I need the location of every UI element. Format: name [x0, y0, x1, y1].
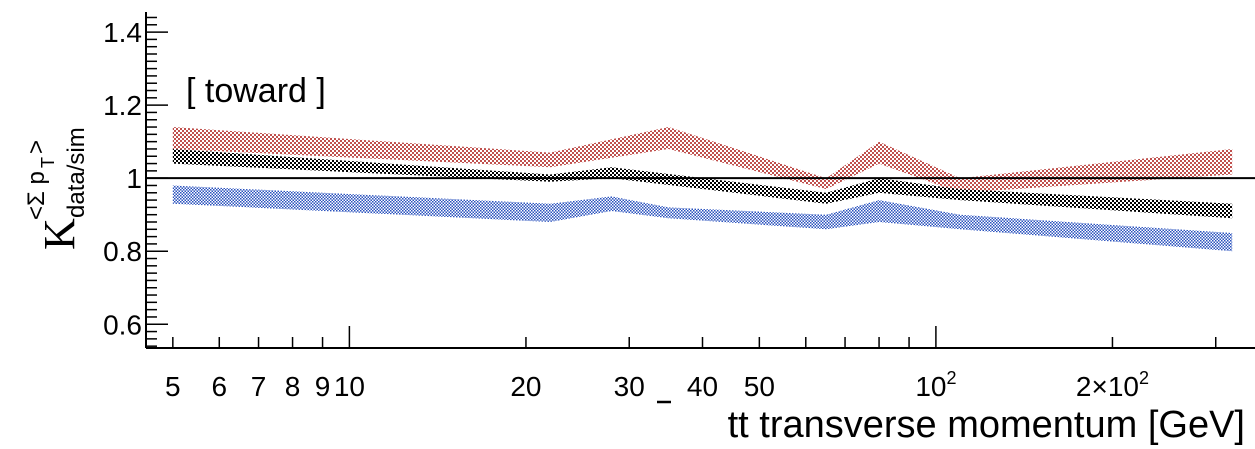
- x-axis-title: tt transverse momentum [GeV]: [728, 404, 1245, 446]
- y-axis-title: K data/sim <Σ p T >: [23, 127, 90, 250]
- y-tick-label: 0.6: [103, 309, 142, 340]
- series-band-2: [172, 149, 1233, 219]
- y-tick-label: 1.4: [103, 17, 142, 48]
- x-tick-label: 8: [285, 371, 301, 402]
- y-tick-label: 1: [126, 163, 142, 194]
- x-tick-label: 10: [334, 371, 365, 402]
- x-tick-label: 5: [165, 371, 181, 402]
- x-tick-label: 40: [687, 371, 718, 402]
- x-tick-label: 102: [915, 368, 956, 402]
- y-axis-title-sub: data/sim: [63, 127, 90, 218]
- y-axis-title-sup-sub: T: [38, 157, 58, 168]
- x-tick-label: 6: [211, 371, 227, 402]
- bands: [172, 127, 1233, 252]
- x-tick-label: 2×102: [1076, 368, 1149, 402]
- x-tick-label: 50: [744, 371, 775, 402]
- toward-annotation: [ toward ]: [186, 72, 326, 110]
- y-axis-title-sup: <Σ p: [23, 171, 50, 220]
- series-band-3: [172, 185, 1233, 252]
- x-tick-label: 7: [251, 371, 267, 402]
- x-ticks: 5 6 7 8 9 10 20 30 40 50 102 2×102: [165, 326, 1217, 402]
- x-tick-label-exponent: 2: [1139, 368, 1149, 388]
- x-tick-label: 9: [315, 371, 331, 402]
- y-tick-label: 1.2: [103, 90, 142, 121]
- series-band-1: [172, 127, 1233, 193]
- x-tick-label: 20: [510, 371, 541, 402]
- y-tick-label: 0.8: [103, 236, 142, 267]
- y-axis-title-main: K: [35, 218, 84, 250]
- y-axis-title-sup-close: >: [23, 140, 50, 154]
- y-ticks: 0.6 0.8 1 1.2 1.4: [103, 16, 168, 347]
- x-tick-label: 30: [614, 371, 645, 402]
- x-tick-label-exponent: 2: [946, 368, 956, 388]
